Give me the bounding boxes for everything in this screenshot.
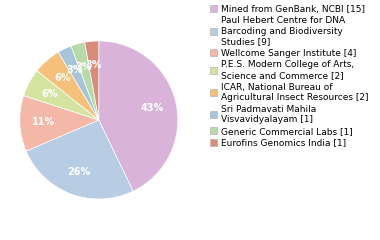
Text: 11%: 11% [32, 118, 55, 127]
Wedge shape [37, 52, 99, 120]
Text: 3%: 3% [86, 60, 102, 70]
Wedge shape [20, 96, 99, 151]
Wedge shape [58, 46, 99, 120]
Text: 6%: 6% [42, 89, 58, 99]
Wedge shape [85, 41, 99, 120]
Text: 6%: 6% [54, 73, 71, 83]
Wedge shape [99, 41, 178, 191]
Text: 43%: 43% [141, 103, 165, 113]
Wedge shape [26, 120, 133, 199]
Text: 26%: 26% [68, 167, 91, 177]
Legend: Mined from GenBank, NCBI [15], Paul Hebert Centre for DNA
Barcoding and Biodiver: Mined from GenBank, NCBI [15], Paul Hebe… [210, 5, 368, 147]
Wedge shape [24, 71, 99, 120]
Text: 3%: 3% [66, 65, 83, 75]
Wedge shape [71, 42, 99, 120]
Text: 3%: 3% [76, 62, 92, 72]
